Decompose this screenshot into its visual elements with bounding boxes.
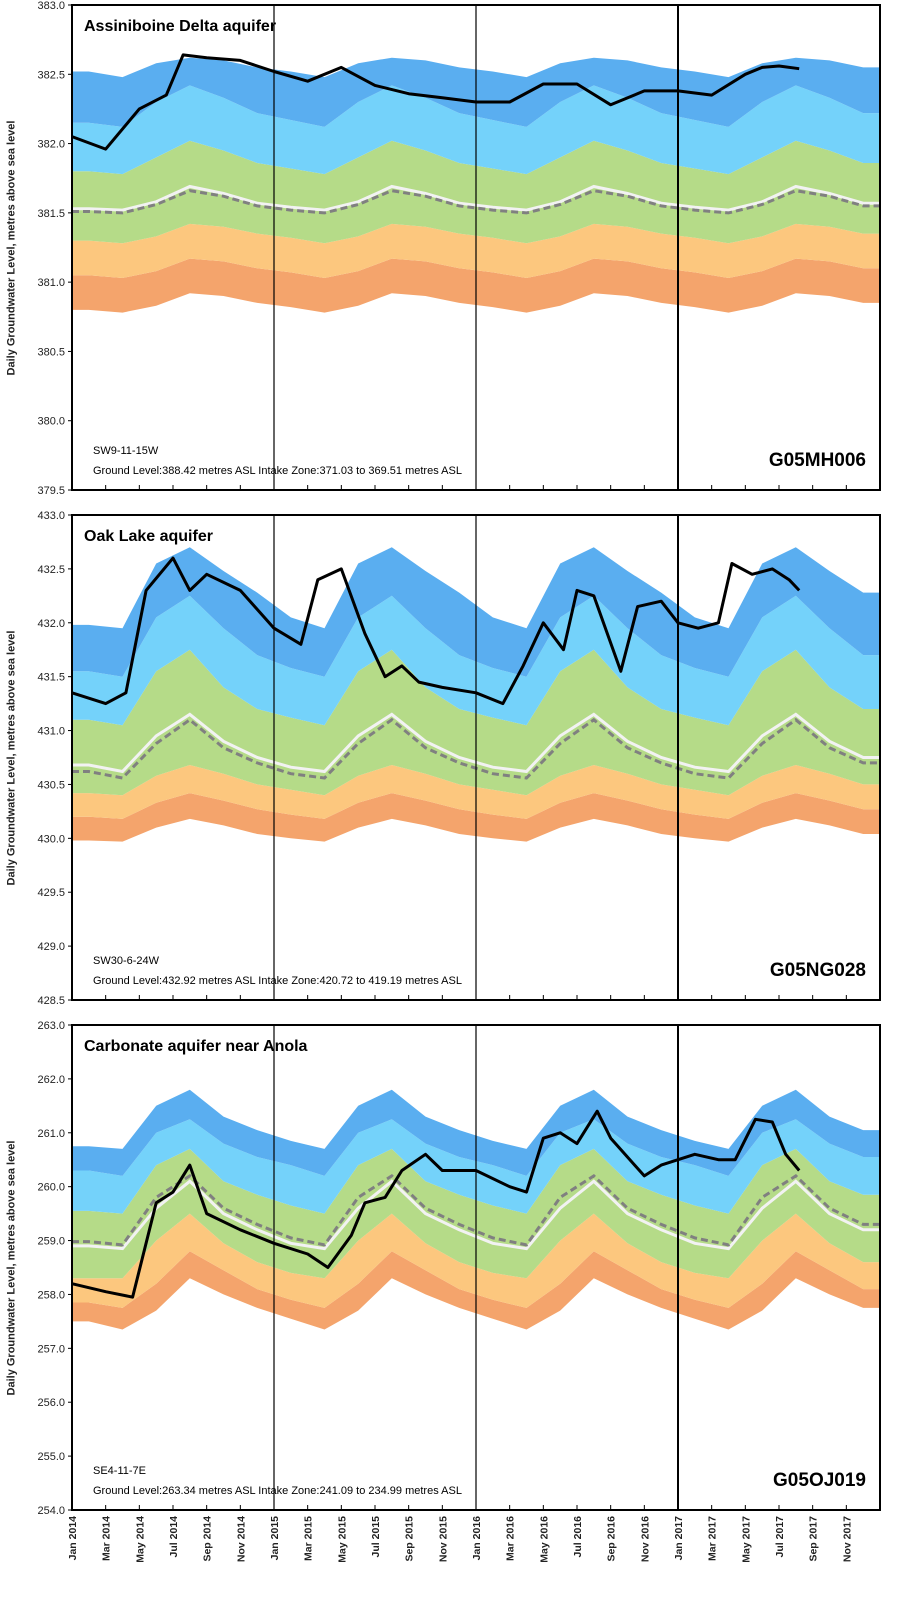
well-location-1: SW9-11-15W bbox=[93, 445, 159, 457]
y-tick-label-3-6: 258.0 bbox=[37, 1289, 65, 1301]
x-tick-label-24: Nov 2017 bbox=[841, 1516, 853, 1562]
x-tick-label-21: May 2017 bbox=[740, 1516, 752, 1563]
y-tick-label-1-2: 382.5 bbox=[37, 69, 65, 81]
well-details-3: Ground Level:263.34 metres ASL Intake Zo… bbox=[93, 1485, 462, 1497]
y-tick-label-3-3: 261.0 bbox=[37, 1128, 65, 1140]
x-tick-label-12: Nov 2015 bbox=[437, 1516, 449, 1562]
y-tick-label-1-5: 381.0 bbox=[37, 277, 65, 289]
groundwater-level-line-2 bbox=[71, 556, 801, 706]
x-tick-label-3: May 2014 bbox=[134, 1516, 146, 1563]
y-tick-label-1-6: 380.5 bbox=[37, 346, 65, 358]
x-tick-label-10: Jul 2015 bbox=[370, 1516, 382, 1558]
x-tick-label-13: Jan 2016 bbox=[471, 1516, 483, 1561]
y-tick-label-1-8: 379.5 bbox=[37, 485, 65, 497]
y-tick-label-2-10: 428.5 bbox=[37, 995, 65, 1007]
panel-title-1: Assiniboine Delta aquifer bbox=[84, 18, 276, 35]
x-tick-label-4: Jul 2014 bbox=[168, 1516, 180, 1558]
x-tick-label-11: Sep 2015 bbox=[404, 1516, 416, 1562]
y-tick-label-1-3: 382.0 bbox=[37, 139, 65, 151]
station-id-3: G05OJ019 bbox=[773, 1470, 866, 1491]
x-tick-label-16: Jul 2016 bbox=[572, 1516, 584, 1558]
x-tick-label-8: Mar 2015 bbox=[303, 1516, 315, 1561]
y-tick-label-3-4: 260.0 bbox=[37, 1182, 65, 1194]
y-axis-title-2: Daily Groundwater Level, metres above se… bbox=[5, 630, 18, 885]
station-id-2: G05NG028 bbox=[770, 960, 866, 981]
y-tick-label-1-1: 383.0 bbox=[37, 0, 65, 12]
y-tick-label-2-7: 430.0 bbox=[37, 833, 65, 845]
x-tick-label-7: Jan 2015 bbox=[269, 1516, 281, 1561]
y-tick-label-3-10: 254.0 bbox=[37, 1505, 65, 1517]
y-axis-title-1: Daily Groundwater Level, metres above se… bbox=[5, 120, 18, 375]
y-tick-label-2-4: 431.5 bbox=[37, 672, 65, 684]
y-tick-label-2-1: 433.0 bbox=[37, 510, 65, 522]
well-location-3: SE4-11-7E bbox=[93, 1465, 146, 1477]
x-tick-label-20: Mar 2017 bbox=[707, 1516, 719, 1561]
x-tick-label-22: Jul 2017 bbox=[774, 1516, 786, 1558]
y-tick-label-2-5: 431.0 bbox=[37, 726, 65, 738]
y-tick-label-2-3: 432.0 bbox=[37, 618, 65, 630]
x-tick-label-6: Nov 2014 bbox=[235, 1516, 247, 1562]
panel-title-2: Oak Lake aquifer bbox=[84, 528, 213, 545]
y-tick-label-3-1: 263.0 bbox=[37, 1020, 65, 1032]
station-id-1: G05MH006 bbox=[769, 450, 866, 471]
well-details-2: Ground Level:432.92 metres ASL Intake Zo… bbox=[93, 975, 462, 987]
y-tick-label-2-6: 430.5 bbox=[37, 779, 65, 791]
mean-line-1 bbox=[72, 189, 880, 215]
well-details-1: Ground Level:388.42 metres ASL Intake Zo… bbox=[93, 465, 462, 477]
y-tick-label-3-9: 255.0 bbox=[37, 1451, 65, 1463]
x-tick-label-9: May 2015 bbox=[336, 1516, 348, 1563]
x-tick-label-5: Sep 2014 bbox=[202, 1516, 214, 1562]
y-tick-label-3-8: 256.0 bbox=[37, 1397, 65, 1409]
x-tick-label-17: Sep 2016 bbox=[606, 1516, 618, 1562]
x-tick-label-1: Jan 2014 bbox=[67, 1516, 79, 1561]
panel-title-3: Carbonate aquifer near Anola bbox=[84, 1038, 308, 1055]
x-tick-label-23: Sep 2017 bbox=[808, 1516, 820, 1562]
y-tick-label-3-2: 262.0 bbox=[37, 1074, 65, 1086]
y-tick-label-3-5: 259.0 bbox=[37, 1236, 65, 1248]
groundwater-level-line-3 bbox=[71, 1109, 801, 1299]
x-tick-label-2: Mar 2014 bbox=[101, 1516, 113, 1561]
y-tick-label-2-9: 429.0 bbox=[37, 941, 65, 953]
y-tick-label-3-7: 257.0 bbox=[37, 1343, 65, 1355]
y-tick-label-2-8: 429.5 bbox=[37, 887, 65, 899]
well-location-2: SW30-6-24W bbox=[93, 955, 160, 967]
groundwater-level-line-1 bbox=[71, 53, 800, 151]
x-tick-label-15: May 2016 bbox=[538, 1516, 550, 1563]
y-tick-label-1-4: 381.5 bbox=[37, 208, 65, 220]
x-tick-label-18: Nov 2016 bbox=[639, 1516, 651, 1562]
x-tick-label-19: Jan 2017 bbox=[673, 1516, 685, 1561]
y-tick-label-2-2: 432.5 bbox=[37, 564, 65, 576]
y-tick-label-1-7: 380.0 bbox=[37, 416, 65, 428]
y-axis-title-3: Daily Groundwater Level, metres above se… bbox=[5, 1140, 18, 1395]
x-tick-label-14: Mar 2016 bbox=[505, 1516, 517, 1561]
